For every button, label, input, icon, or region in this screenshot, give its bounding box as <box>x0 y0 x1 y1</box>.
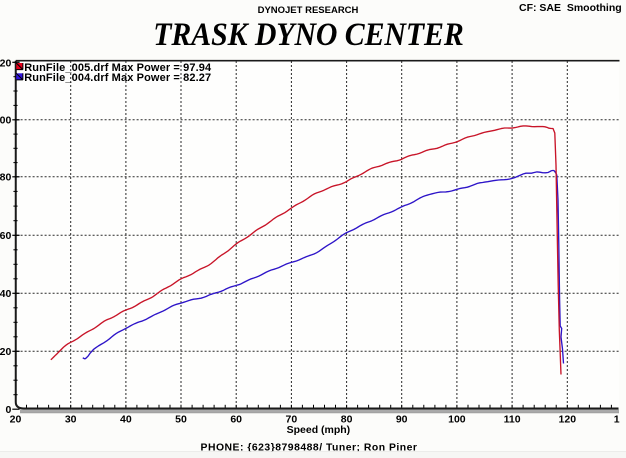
svg-text:RunFile_005.drf Max Power = 97: RunFile_005.drf Max Power = 97.94 <box>24 62 212 74</box>
svg-text:60: 60 <box>0 230 11 242</box>
svg-text:120: 120 <box>559 413 577 425</box>
svg-text:100: 100 <box>0 114 11 126</box>
svg-text:80: 80 <box>0 171 11 183</box>
svg-text:110: 110 <box>504 413 521 425</box>
svg-text:30: 30 <box>65 413 77 425</box>
svg-text:20: 20 <box>0 346 11 358</box>
svg-text:RunFile_004.drf Max Power = 82: RunFile_004.drf Max Power = 82.27 <box>24 72 211 84</box>
svg-text:40: 40 <box>0 288 11 300</box>
svg-text:80: 80 <box>341 413 353 425</box>
svg-text:90: 90 <box>396 413 408 425</box>
svg-text:60: 60 <box>230 413 242 425</box>
svg-text:Speed (mph): Speed (mph) <box>287 424 351 436</box>
svg-text:PHONE: {623}8798488/ Tuner; Ro: PHONE: {623}8798488/ Tuner; Ron Piner <box>201 443 418 454</box>
svg-text:70: 70 <box>286 413 298 425</box>
svg-text:120: 120 <box>0 57 11 69</box>
svg-text:100: 100 <box>448 413 466 425</box>
svg-text:0: 0 <box>5 404 11 416</box>
svg-text:20: 20 <box>10 413 22 425</box>
svg-text:40: 40 <box>120 413 132 425</box>
svg-text:130: 130 <box>614 413 626 425</box>
svg-text:50: 50 <box>175 413 187 425</box>
